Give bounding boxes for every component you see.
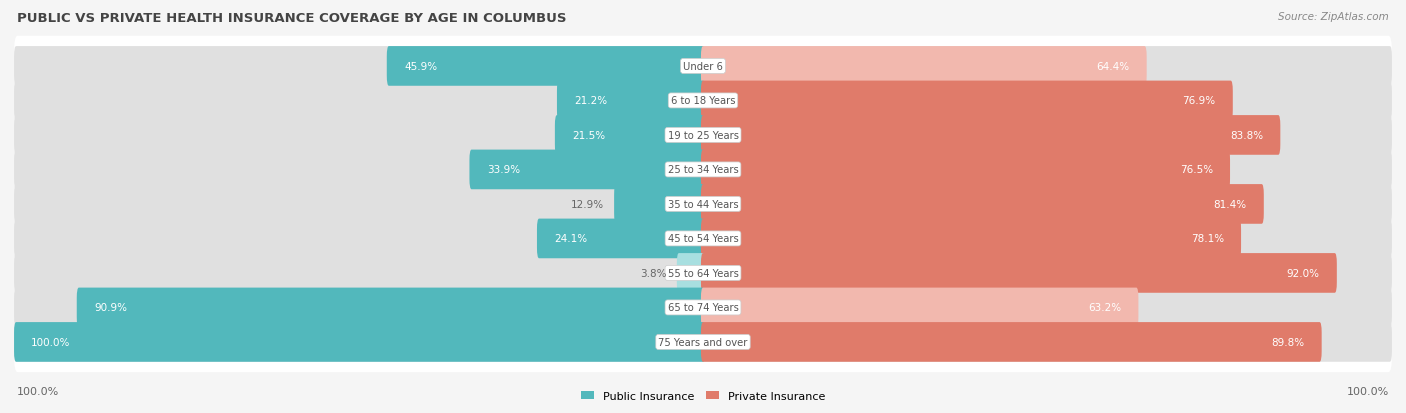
Text: 21.5%: 21.5% <box>572 131 605 140</box>
Text: 45.9%: 45.9% <box>404 62 437 72</box>
FancyBboxPatch shape <box>537 219 704 259</box>
FancyBboxPatch shape <box>676 254 704 293</box>
FancyBboxPatch shape <box>14 254 704 293</box>
Text: Source: ZipAtlas.com: Source: ZipAtlas.com <box>1278 12 1389 22</box>
FancyBboxPatch shape <box>702 288 1139 328</box>
FancyBboxPatch shape <box>14 322 704 362</box>
Text: 6 to 18 Years: 6 to 18 Years <box>671 96 735 106</box>
FancyBboxPatch shape <box>470 150 704 190</box>
Text: 55 to 64 Years: 55 to 64 Years <box>668 268 738 278</box>
FancyBboxPatch shape <box>14 243 1392 304</box>
FancyBboxPatch shape <box>14 150 704 190</box>
FancyBboxPatch shape <box>702 150 1392 190</box>
Text: 3.8%: 3.8% <box>640 268 666 278</box>
FancyBboxPatch shape <box>702 47 1392 87</box>
FancyBboxPatch shape <box>614 185 704 224</box>
Text: 92.0%: 92.0% <box>1286 268 1320 278</box>
FancyBboxPatch shape <box>14 47 704 87</box>
FancyBboxPatch shape <box>14 37 1392 97</box>
Text: 65 to 74 Years: 65 to 74 Years <box>668 303 738 313</box>
FancyBboxPatch shape <box>387 47 704 87</box>
FancyBboxPatch shape <box>702 185 1392 224</box>
Text: 90.9%: 90.9% <box>94 303 127 313</box>
FancyBboxPatch shape <box>555 116 704 155</box>
FancyBboxPatch shape <box>702 150 1230 190</box>
FancyBboxPatch shape <box>14 71 1392 131</box>
FancyBboxPatch shape <box>702 288 1392 328</box>
Text: 33.9%: 33.9% <box>486 165 520 175</box>
Text: 75 Years and over: 75 Years and over <box>658 337 748 347</box>
Text: 100.0%: 100.0% <box>31 337 70 347</box>
FancyBboxPatch shape <box>14 81 704 121</box>
FancyBboxPatch shape <box>702 116 1392 155</box>
FancyBboxPatch shape <box>702 322 1392 362</box>
FancyBboxPatch shape <box>14 140 1392 200</box>
FancyBboxPatch shape <box>14 322 704 362</box>
FancyBboxPatch shape <box>14 105 1392 166</box>
Legend: Public Insurance, Private Insurance: Public Insurance, Private Insurance <box>576 387 830 406</box>
FancyBboxPatch shape <box>14 312 1392 372</box>
Text: 100.0%: 100.0% <box>17 387 59 396</box>
FancyBboxPatch shape <box>77 288 704 328</box>
FancyBboxPatch shape <box>14 185 704 224</box>
Text: 81.4%: 81.4% <box>1213 199 1247 209</box>
Text: 100.0%: 100.0% <box>1347 387 1389 396</box>
FancyBboxPatch shape <box>14 288 704 328</box>
Text: Under 6: Under 6 <box>683 62 723 72</box>
Text: 24.1%: 24.1% <box>554 234 588 244</box>
Text: 83.8%: 83.8% <box>1230 131 1263 140</box>
FancyBboxPatch shape <box>14 219 704 259</box>
FancyBboxPatch shape <box>14 116 704 155</box>
Text: 89.8%: 89.8% <box>1271 337 1305 347</box>
Text: 19 to 25 Years: 19 to 25 Years <box>668 131 738 140</box>
FancyBboxPatch shape <box>702 81 1392 121</box>
FancyBboxPatch shape <box>702 254 1392 293</box>
FancyBboxPatch shape <box>702 254 1337 293</box>
Text: 21.2%: 21.2% <box>574 96 607 106</box>
Text: PUBLIC VS PRIVATE HEALTH INSURANCE COVERAGE BY AGE IN COLUMBUS: PUBLIC VS PRIVATE HEALTH INSURANCE COVER… <box>17 12 567 25</box>
FancyBboxPatch shape <box>14 174 1392 235</box>
FancyBboxPatch shape <box>702 47 1147 87</box>
FancyBboxPatch shape <box>702 219 1241 259</box>
FancyBboxPatch shape <box>702 185 1264 224</box>
Text: 63.2%: 63.2% <box>1088 303 1121 313</box>
FancyBboxPatch shape <box>702 116 1281 155</box>
Text: 35 to 44 Years: 35 to 44 Years <box>668 199 738 209</box>
Text: 64.4%: 64.4% <box>1097 62 1129 72</box>
FancyBboxPatch shape <box>702 219 1392 259</box>
Text: 76.5%: 76.5% <box>1180 165 1213 175</box>
Text: 78.1%: 78.1% <box>1191 234 1223 244</box>
FancyBboxPatch shape <box>702 322 1322 362</box>
FancyBboxPatch shape <box>702 81 1233 121</box>
FancyBboxPatch shape <box>14 209 1392 269</box>
Text: 76.9%: 76.9% <box>1182 96 1216 106</box>
FancyBboxPatch shape <box>557 81 704 121</box>
FancyBboxPatch shape <box>14 278 1392 338</box>
Text: 12.9%: 12.9% <box>571 199 603 209</box>
Text: 45 to 54 Years: 45 to 54 Years <box>668 234 738 244</box>
Text: 25 to 34 Years: 25 to 34 Years <box>668 165 738 175</box>
